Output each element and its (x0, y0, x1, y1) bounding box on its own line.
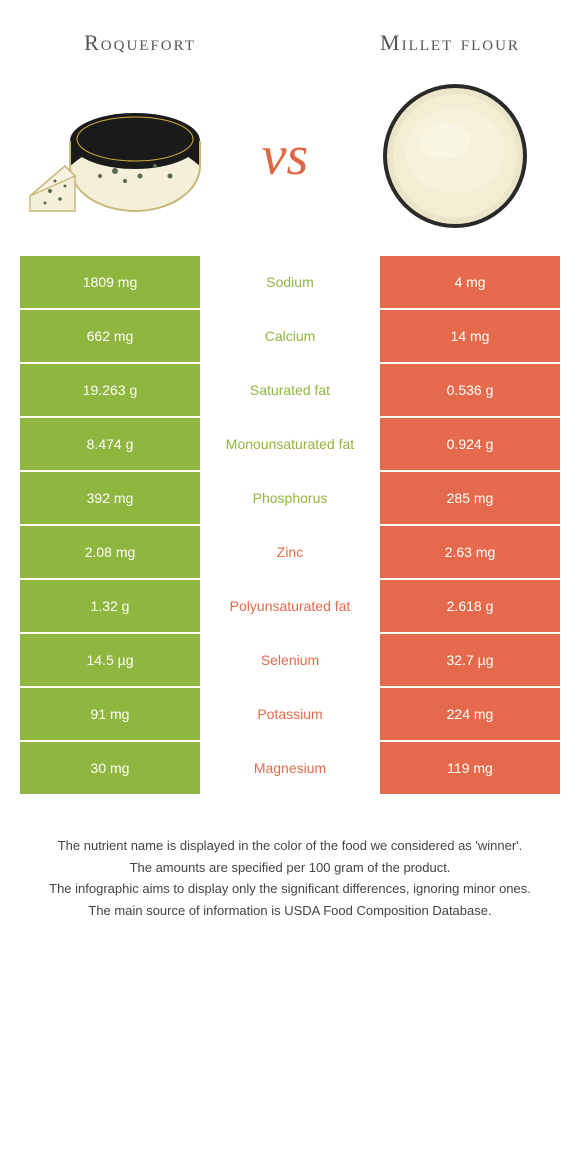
left-value-cell: 392 mg (20, 472, 200, 524)
left-food-image (20, 76, 210, 236)
right-value-cell: 2.63 mg (380, 526, 560, 578)
right-value-cell: 14 mg (380, 310, 560, 362)
nutrient-name-cell: Polyunsaturated fat (200, 580, 380, 632)
table-row: 2.08 mgZinc2.63 mg (20, 526, 560, 578)
left-value-cell: 1809 mg (20, 256, 200, 308)
left-value-cell: 30 mg (20, 742, 200, 794)
left-value-cell: 8.474 g (20, 418, 200, 470)
left-food-title: Roquefort (40, 30, 240, 56)
nutrient-name-cell: Potassium (200, 688, 380, 740)
table-row: 392 mgPhosphorus285 mg (20, 472, 560, 524)
right-value-cell: 0.536 g (380, 364, 560, 416)
table-row: 8.474 gMonounsaturated fat0.924 g (20, 418, 560, 470)
right-value-cell: 285 mg (380, 472, 560, 524)
nutrient-name-cell: Zinc (200, 526, 380, 578)
header: Roquefort Millet flour (0, 0, 580, 66)
left-value-cell: 1.32 g (20, 580, 200, 632)
table-row: 14.5 µgSelenium32.7 µg (20, 634, 560, 686)
vs-label: vs (262, 124, 309, 188)
table-row: 91 mgPotassium224 mg (20, 688, 560, 740)
footnotes: The nutrient name is displayed in the co… (0, 796, 580, 952)
images-row: vs (0, 66, 580, 256)
footnote-line: The amounts are specified per 100 gram o… (30, 858, 550, 878)
table-row: 1.32 gPolyunsaturated fat2.618 g (20, 580, 560, 632)
footnote-line: The infographic aims to display only the… (30, 879, 550, 899)
right-food-image (360, 76, 550, 236)
right-value-cell: 2.618 g (380, 580, 560, 632)
right-value-cell: 0.924 g (380, 418, 560, 470)
left-value-cell: 19.263 g (20, 364, 200, 416)
left-value-cell: 662 mg (20, 310, 200, 362)
nutrient-name-cell: Calcium (200, 310, 380, 362)
nutrient-name-cell: Phosphorus (200, 472, 380, 524)
right-value-cell: 224 mg (380, 688, 560, 740)
left-value-cell: 91 mg (20, 688, 200, 740)
footnote-line: The main source of information is USDA F… (30, 901, 550, 921)
table-row: 662 mgCalcium14 mg (20, 310, 560, 362)
table-row: 1809 mgSodium4 mg (20, 256, 560, 308)
table-row: 30 mgMagnesium119 mg (20, 742, 560, 794)
left-value-cell: 14.5 µg (20, 634, 200, 686)
footnote-line: The nutrient name is displayed in the co… (30, 836, 550, 856)
comparison-table: 1809 mgSodium4 mg662 mgCalcium14 mg19.26… (20, 256, 560, 794)
nutrient-name-cell: Magnesium (200, 742, 380, 794)
right-value-cell: 4 mg (380, 256, 560, 308)
right-value-cell: 119 mg (380, 742, 560, 794)
nutrient-name-cell: Saturated fat (200, 364, 380, 416)
left-value-cell: 2.08 mg (20, 526, 200, 578)
right-food-title: Millet flour (360, 30, 540, 56)
right-value-cell: 32.7 µg (380, 634, 560, 686)
nutrient-name-cell: Sodium (200, 256, 380, 308)
table-row: 19.263 gSaturated fat0.536 g (20, 364, 560, 416)
nutrient-name-cell: Selenium (200, 634, 380, 686)
nutrient-name-cell: Monounsaturated fat (200, 418, 380, 470)
